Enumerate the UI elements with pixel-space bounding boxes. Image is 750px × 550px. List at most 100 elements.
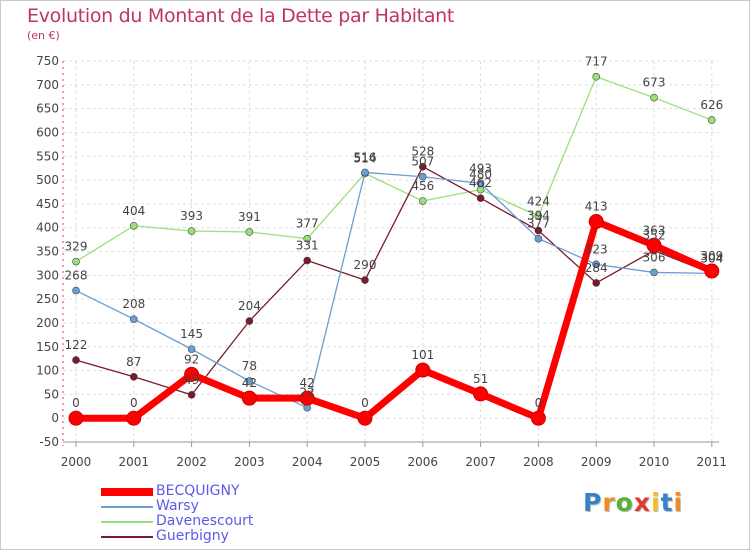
data-point-warsy xyxy=(130,315,138,323)
data-label-warsy: 493 xyxy=(469,161,492,175)
data-point-warsy xyxy=(476,179,485,188)
logo-letter: o xyxy=(615,488,634,517)
data-label-warsy: 507 xyxy=(411,155,434,169)
legend-label-davenescourt: Davenescourt xyxy=(156,513,254,529)
data-point-becquigny xyxy=(704,263,720,279)
x-tick-label: 2009 xyxy=(581,455,612,469)
legend-label-warsy: Warsy xyxy=(156,498,199,514)
data-label-warsy: 377 xyxy=(527,217,550,231)
data-label-guerbigny: 290 xyxy=(354,258,377,272)
data-point-warsy xyxy=(245,377,254,385)
y-tick-label: 100 xyxy=(36,364,59,378)
data-point-becquigny xyxy=(473,386,489,402)
data-point-davenescourt xyxy=(418,197,427,205)
data-point-guerbigny xyxy=(187,391,196,399)
data-label-warsy: 516 xyxy=(354,150,377,164)
data-label-davenescourt: 480 xyxy=(469,168,492,182)
data-point-davenescourt xyxy=(650,93,658,102)
x-tick-label: 2006 xyxy=(408,455,439,469)
x-tick-label: 2007 xyxy=(465,455,496,469)
data-point-warsy xyxy=(72,286,80,295)
legend-swatch-guerbigny xyxy=(101,536,153,538)
data-label-warsy: 268 xyxy=(65,269,88,283)
logo-letter: P xyxy=(583,488,603,517)
series-line-davenescourt xyxy=(75,76,713,263)
data-label-guerbigny: 284 xyxy=(585,261,608,275)
series-line-warsy xyxy=(75,171,712,409)
data-point-davenescourt xyxy=(707,116,716,124)
y-tick-label: 150 xyxy=(36,340,59,354)
series-line-guerbigny xyxy=(75,166,713,396)
data-label-guerbigny: 204 xyxy=(238,299,261,313)
data-label-davenescourt: 514 xyxy=(354,151,377,165)
data-point-becquigny xyxy=(646,237,662,253)
data-label-guerbigny: 462 xyxy=(469,176,492,190)
legend-swatch-warsy xyxy=(101,506,153,508)
data-point-davenescourt xyxy=(245,228,254,236)
chart-title: Evolution du Montant de la Dette par Hab… xyxy=(27,5,455,27)
data-point-becquigny xyxy=(415,362,431,378)
data-label-warsy: 145 xyxy=(180,327,203,341)
y-tick-label: 550 xyxy=(36,149,59,163)
data-point-warsy xyxy=(592,260,601,269)
y-tick-label: 200 xyxy=(36,316,59,330)
x-tick-label: 2003 xyxy=(234,455,265,469)
data-label-becquigny: 42 xyxy=(300,376,315,390)
x-tick-label: 2001 xyxy=(119,455,150,469)
data-point-becquigny xyxy=(68,410,84,426)
data-label-guerbigny: 528 xyxy=(411,145,434,159)
y-tick-label: 700 xyxy=(36,78,59,92)
data-label-guerbigny: 122 xyxy=(65,338,88,352)
data-point-becquigny xyxy=(241,390,257,406)
y-tick-label: 250 xyxy=(36,292,59,306)
legend-swatch-becquigny xyxy=(101,488,153,496)
proxiti-logo: Proxiti xyxy=(583,488,683,517)
data-label-davenescourt: 329 xyxy=(65,240,88,254)
x-tick-label: 2008 xyxy=(523,455,554,469)
data-label-warsy: 22 xyxy=(300,386,315,400)
y-tick-label: 650 xyxy=(36,102,59,116)
x-tick-label: 2002 xyxy=(176,455,207,469)
data-label-guerbigny: 304 xyxy=(700,251,723,265)
data-point-guerbigny xyxy=(72,356,80,364)
data-point-guerbigny xyxy=(418,162,427,171)
data-label-davenescourt: 391 xyxy=(238,210,261,224)
data-label-becquigny: 0 xyxy=(130,396,138,410)
data-point-davenescourt xyxy=(72,257,80,266)
y-tick-label: 50 xyxy=(44,387,59,401)
data-label-davenescourt: 673 xyxy=(643,76,666,90)
logo-letter: i xyxy=(673,488,684,517)
legend-label-guerbigny: Guerbigny xyxy=(156,528,229,544)
data-label-guerbigny: 49 xyxy=(184,373,199,387)
x-tick-label: 2000 xyxy=(61,455,92,469)
data-point-guerbigny xyxy=(592,279,601,287)
y-tick-label: 350 xyxy=(36,245,59,259)
logo-letter: x xyxy=(633,488,651,517)
data-point-guerbigny xyxy=(476,194,485,202)
data-label-davenescourt: 404 xyxy=(122,204,145,218)
data-point-davenescourt xyxy=(303,234,312,243)
data-point-guerbigny xyxy=(245,317,254,325)
data-label-warsy: 323 xyxy=(585,242,608,256)
logo-letter: r xyxy=(602,488,616,517)
data-label-guerbigny: 87 xyxy=(126,355,141,369)
data-label-warsy: 78 xyxy=(242,359,257,373)
data-point-guerbigny xyxy=(361,276,369,284)
data-point-guerbigny xyxy=(303,256,312,265)
data-label-davenescourt: 393 xyxy=(180,209,203,223)
x-tick-label: 2010 xyxy=(639,455,670,469)
chart-subtitle: (en €) xyxy=(27,29,60,42)
data-label-guerbigny: 331 xyxy=(296,239,319,253)
logo-letter: i xyxy=(651,488,661,517)
data-label-davenescourt: 377 xyxy=(296,217,319,231)
x-tick-label: 2011 xyxy=(697,455,728,469)
data-label-becquigny: 413 xyxy=(585,199,608,213)
data-point-becquigny xyxy=(357,410,373,426)
data-point-warsy xyxy=(534,234,543,243)
y-tick-label: 0 xyxy=(51,411,59,425)
y-tick-label: -50 xyxy=(39,435,59,449)
data-label-davenescourt: 456 xyxy=(411,179,434,193)
data-label-becquigny: 42 xyxy=(242,376,257,390)
